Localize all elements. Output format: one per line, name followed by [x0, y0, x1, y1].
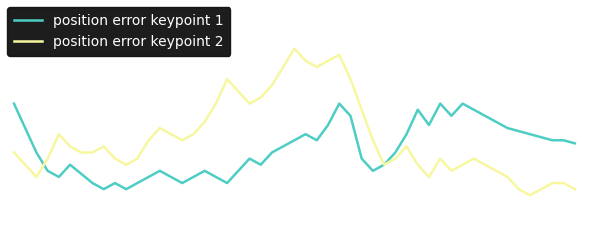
position error keypoint 1 [571, 142, 578, 145]
position error keypoint 2 [425, 176, 433, 178]
position error keypoint 2 [134, 157, 141, 160]
position error keypoint 1 [201, 169, 208, 172]
position error keypoint 2 [179, 139, 186, 142]
position error keypoint 2 [190, 133, 197, 136]
position error keypoint 2 [571, 188, 578, 191]
position error keypoint 2 [392, 157, 399, 160]
Legend: position error keypoint 1, position error keypoint 2: position error keypoint 1, position erro… [7, 7, 230, 56]
position error keypoint 2 [526, 194, 533, 197]
Line: position error keypoint 1: position error keypoint 1 [14, 104, 575, 189]
position error keypoint 2 [10, 151, 17, 154]
position error keypoint 2 [560, 182, 567, 184]
position error keypoint 2 [291, 47, 298, 50]
position error keypoint 1 [392, 151, 399, 154]
Line: position error keypoint 2: position error keypoint 2 [14, 48, 575, 195]
position error keypoint 1 [10, 102, 17, 105]
position error keypoint 1 [190, 176, 197, 178]
position error keypoint 1 [425, 124, 433, 126]
position error keypoint 1 [100, 188, 107, 191]
position error keypoint 1 [560, 139, 567, 142]
position error keypoint 1 [145, 176, 152, 178]
